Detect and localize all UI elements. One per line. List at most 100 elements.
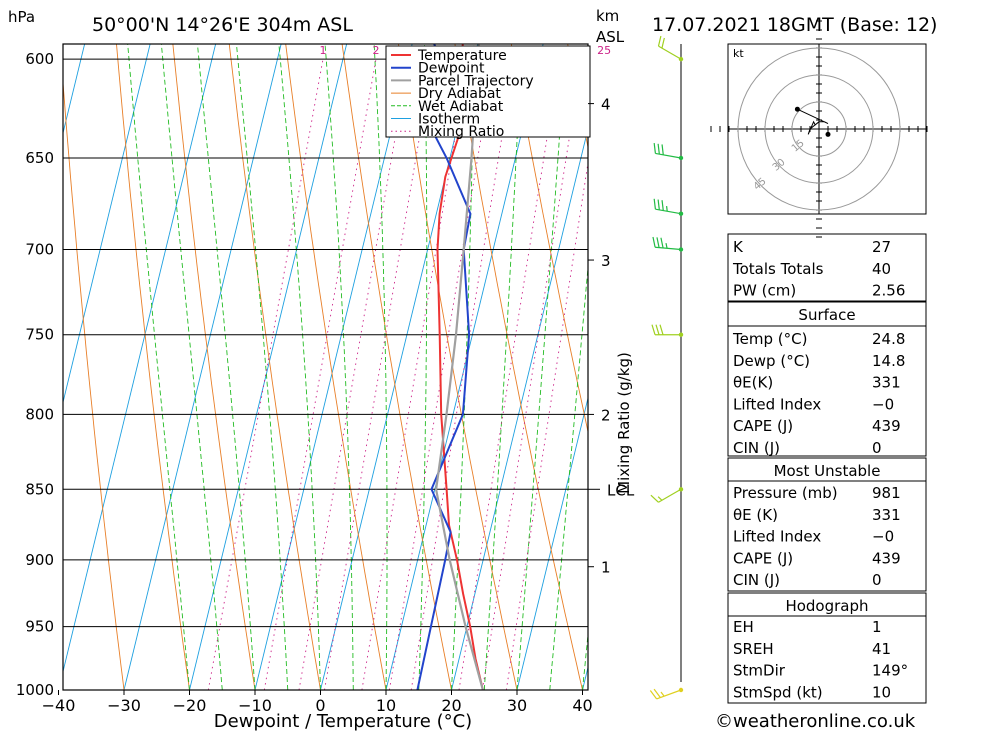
- most-unstable-value: 981: [872, 484, 901, 502]
- wet-adiabat-line: [196, 44, 256, 690]
- hodograph-table-value: 149°: [872, 662, 908, 680]
- mixing-ratio-axis-label: Mixing Ratio (g/kg): [615, 352, 633, 494]
- mixing-ratio-label: 2: [372, 44, 379, 57]
- x-tick-label: −30: [107, 696, 141, 715]
- hodograph-table-label: StmDir: [733, 662, 786, 680]
- copyright: ©weatheronline.co.uk: [715, 711, 916, 732]
- pressure-tick-label: 1000: [16, 681, 54, 699]
- pressure-tick-label: 600: [25, 50, 54, 68]
- temperature-line: [436, 44, 484, 690]
- index-value: 40: [872, 260, 891, 278]
- hodograph-ring: [737, 47, 901, 211]
- mixing-ratio-label: 1: [319, 44, 326, 57]
- isotherm-line: [63, 44, 217, 674]
- x-tick-label: −40: [42, 696, 76, 715]
- legend-mixing-ratio: Mixing Ratio: [418, 124, 504, 140]
- lcl-label: LCL: [607, 481, 635, 499]
- parcel-trajectory-line: [434, 44, 484, 690]
- surface-value: 331: [872, 374, 901, 392]
- isotherm-line: [63, 44, 151, 405]
- most-unstable-label: θE (K): [733, 506, 778, 524]
- x-tick-label: 40: [572, 696, 592, 715]
- hodograph-ring: [764, 74, 874, 184]
- hodograph-end-point: [794, 106, 800, 112]
- hodograph-table-label: EH: [733, 618, 754, 636]
- wet-adiabat-line: [235, 44, 289, 690]
- location-title: 50°00'N 14°26'E 304m ASL: [92, 14, 353, 36]
- hodograph-table-value: 1: [872, 618, 882, 636]
- wet-adiabat-line: [127, 44, 190, 690]
- mixing-ratio-line: [207, 59, 324, 690]
- surface-value: −0: [872, 395, 894, 413]
- pressure-tick-label: 950: [25, 618, 54, 636]
- pressure-tick-label: 750: [25, 326, 54, 344]
- isotherm-line: [123, 44, 282, 690]
- legend-dry-adiabat: Dry Adiabat: [418, 86, 501, 102]
- isotherm-line: [0, 0, 158, 690]
- hodograph-table-label: SREH: [733, 640, 774, 658]
- most-unstable-label: Lifted Index: [733, 528, 821, 546]
- isotherm-line: [0, 0, 93, 690]
- mixing-ratio-line: [458, 59, 561, 690]
- wind-profile: [649, 35, 684, 700]
- mixing-ratio-line: [505, 160, 588, 690]
- isotherm-line: [516, 396, 588, 690]
- legend-isotherm: Isotherm: [418, 112, 480, 128]
- mixing-ratio-line: [410, 59, 516, 690]
- most-unstable-value: 331: [872, 506, 901, 524]
- x-tick-label: 20: [441, 696, 461, 715]
- surface-box: [727, 301, 927, 457]
- dry-adiabat-line: [63, 77, 125, 690]
- wind-barb: [652, 236, 684, 252]
- isotherm-line: [189, 44, 348, 690]
- dry-adiabat-line: [116, 44, 190, 690]
- isotherm-line: [63, 44, 86, 135]
- x-tick-label: −20: [173, 696, 207, 715]
- wind-barb: [650, 487, 684, 503]
- most-unstable-label: CIN (J): [733, 571, 780, 589]
- pressure-tick-label: 650: [25, 149, 54, 167]
- index-value: 27: [872, 238, 891, 256]
- isotherm-line: [320, 44, 479, 690]
- hodograph-table-value: 41: [872, 640, 891, 658]
- surface-label: θE(K): [733, 374, 773, 392]
- km-tick-label: 4: [601, 96, 611, 114]
- most-unstable-value: −0: [872, 528, 894, 546]
- surface-label: Temp (°C): [732, 330, 807, 348]
- pressure-tick-label: 700: [25, 241, 54, 259]
- wind-barb: [653, 198, 684, 216]
- mixing-ratio-line: [388, 59, 495, 690]
- most-unstable-title: Most Unstable: [774, 462, 881, 480]
- wet-adiabat-line: [373, 44, 388, 690]
- x-tick-label: 0: [315, 696, 325, 715]
- dry-adiabat-line: [951, 0, 1000, 690]
- surface-label: CAPE (J): [733, 417, 793, 435]
- index-label: K: [733, 238, 744, 256]
- datetime-title: 17.07.2021 18GMT (Base: 12): [652, 14, 937, 36]
- dry-adiabat-line: [285, 44, 387, 690]
- surface-label: CIN (J): [733, 439, 780, 457]
- x-tick-label: 10: [376, 696, 396, 715]
- hodograph-table-box: [727, 592, 927, 704]
- hodograph-table-value: 10: [872, 683, 891, 701]
- legend-box: [385, 45, 591, 138]
- mixing-ratio-line: [361, 59, 469, 690]
- km-tick-label: 3: [601, 252, 611, 270]
- wet-adiabat-line: [549, 262, 588, 690]
- mixing-ratio-line: [324, 59, 434, 690]
- axes: −40−30−20−1001020304012345678LCL: [42, 96, 635, 715]
- dry-adiabat-line: [0, 0, 59, 690]
- stability-tables: K 27 Totals Totals 40 PW (cm) 2.56 Surface Temp…: [727, 233, 927, 704]
- most-unstable-value: 439: [872, 549, 901, 567]
- index-label: Totals Totals: [732, 260, 824, 278]
- most-unstable-label: CAPE (J): [733, 549, 793, 567]
- wet-adiabat-line: [278, 44, 321, 690]
- index-value: 2.56: [872, 282, 905, 300]
- hodograph-table-label: StmSpd (kt): [733, 683, 823, 701]
- x-axis-label: Dewpoint / Temperature (°C): [214, 711, 472, 732]
- surface-value: 439: [872, 417, 901, 435]
- wind-barb: [653, 143, 684, 161]
